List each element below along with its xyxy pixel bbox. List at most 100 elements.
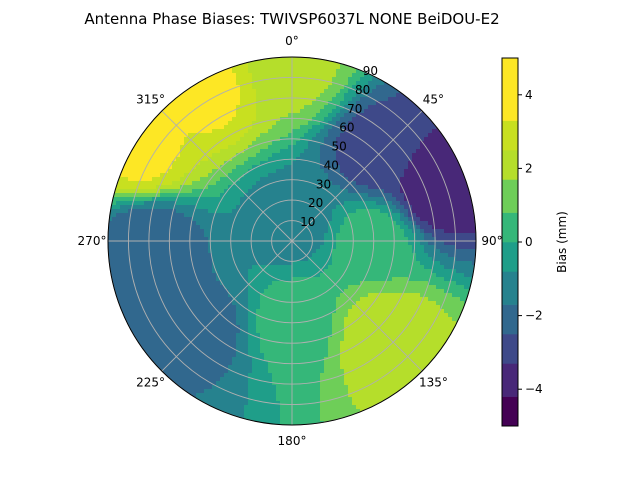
contour-cell <box>392 161 397 166</box>
contour-cell <box>408 93 413 98</box>
contour-cell <box>344 241 349 246</box>
contour-cell <box>400 225 405 230</box>
contour-cell <box>448 213 453 218</box>
contour-cell <box>248 253 253 258</box>
contour-cell <box>348 221 353 226</box>
contour-cell <box>464 201 469 206</box>
contour-cell <box>156 161 161 166</box>
contour-cell <box>244 289 249 294</box>
contour-cell <box>444 285 449 290</box>
contour-cell <box>216 85 221 90</box>
contour-cell <box>328 221 333 226</box>
contour-cell <box>440 217 445 222</box>
contour-cell <box>220 149 225 154</box>
contour-cell <box>340 157 345 162</box>
contour-cell <box>436 201 441 206</box>
contour-cell <box>248 181 253 186</box>
contour-cell <box>388 237 393 242</box>
contour-cell <box>164 181 169 186</box>
contour-cell <box>364 245 369 250</box>
contour-cell <box>172 265 177 270</box>
contour-cell <box>236 253 241 258</box>
contour-cell <box>444 205 449 210</box>
contour-cell <box>188 265 193 270</box>
contour-cell <box>272 213 277 218</box>
contour-cell <box>192 197 197 202</box>
contour-cell <box>392 89 397 94</box>
contour-cell <box>232 89 237 94</box>
contour-cell <box>452 305 457 310</box>
contour-cell <box>260 237 265 242</box>
contour-cell <box>148 233 153 238</box>
contour-cell <box>412 213 417 218</box>
contour-cell <box>472 261 476 266</box>
contour-cell <box>156 169 161 174</box>
contour-cell <box>200 301 205 306</box>
contour-cell <box>272 209 277 214</box>
contour-cell <box>204 181 209 186</box>
contour-cell <box>228 213 233 218</box>
contour-cell <box>116 193 121 198</box>
contour-cell <box>240 233 245 238</box>
contour-cell <box>240 77 245 82</box>
contour-cell <box>364 305 369 310</box>
contour-cell <box>440 169 445 174</box>
contour-cell <box>144 281 149 286</box>
contour-cell <box>416 121 421 126</box>
contour-cell <box>392 189 397 194</box>
contour-cell <box>380 213 385 218</box>
contour-cell <box>300 65 305 70</box>
contour-cell <box>320 101 325 106</box>
contour-cell <box>288 153 293 158</box>
contour-cell <box>352 277 357 282</box>
contour-cell <box>436 237 441 242</box>
contour-cell <box>196 173 201 178</box>
contour-cell <box>240 265 245 270</box>
contour-cell <box>368 301 373 306</box>
contour-cell <box>384 189 389 194</box>
contour-cell <box>408 161 413 166</box>
contour-cell <box>296 193 301 198</box>
contour-cell <box>168 261 173 266</box>
contour-cell <box>296 249 301 254</box>
contour-cell <box>376 149 381 154</box>
contour-cell <box>444 213 449 218</box>
contour-cell <box>376 289 381 294</box>
contour-cell <box>380 201 385 206</box>
contour-cell <box>352 265 357 270</box>
contour-cell <box>168 177 173 182</box>
contour-cell <box>396 241 401 246</box>
contour-cell <box>452 177 457 182</box>
contour-cell <box>280 133 285 138</box>
contour-cell <box>428 289 433 294</box>
contour-cell <box>300 153 305 158</box>
contour-cell <box>384 289 389 294</box>
contour-cell <box>400 285 405 290</box>
contour-cell <box>380 169 385 174</box>
contour-cell <box>324 73 329 78</box>
contour-cell <box>192 281 197 286</box>
contour-cell <box>180 249 185 254</box>
contour-cell <box>284 61 289 66</box>
contour-cell <box>264 157 269 162</box>
contour-cell <box>292 245 297 250</box>
contour-cell <box>300 261 305 266</box>
contour-cell <box>252 181 257 186</box>
contour-cell <box>384 249 389 254</box>
contour-cell <box>324 89 329 94</box>
contour-cell <box>400 237 405 242</box>
contour-cell <box>212 73 217 78</box>
contour-cell <box>308 101 313 106</box>
contour-cell <box>300 157 305 162</box>
contour-cell <box>256 281 261 286</box>
contour-cell <box>288 225 293 230</box>
contour-cell <box>288 281 293 286</box>
contour-cell <box>276 149 281 154</box>
contour-cell <box>176 281 181 286</box>
contour-cell <box>244 73 249 78</box>
contour-cell <box>176 153 181 158</box>
contour-cell <box>280 125 285 130</box>
contour-cell <box>416 277 421 282</box>
contour-cell <box>436 169 441 174</box>
contour-cell <box>244 261 249 266</box>
